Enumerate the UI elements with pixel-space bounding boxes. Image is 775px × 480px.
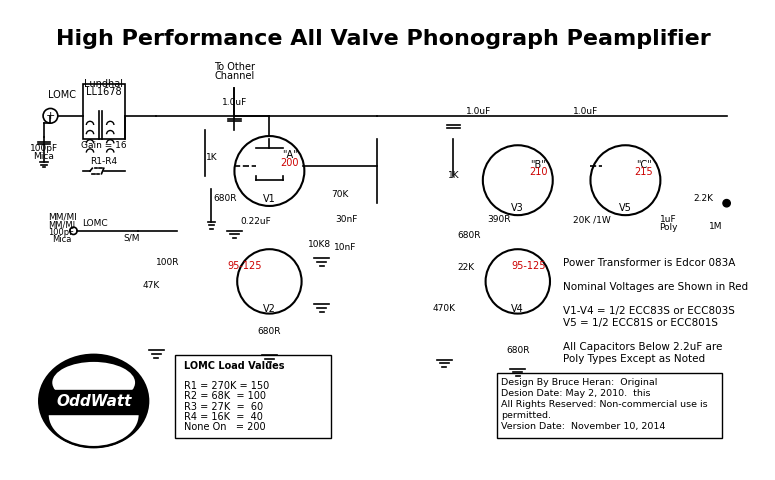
Text: 10K8: 10K8 [308, 240, 332, 249]
Text: 1K: 1K [205, 153, 217, 162]
Text: "A": "A" [282, 150, 298, 160]
Bar [83, 84, 125, 139]
Text: R2 = 68K  = 100: R2 = 68K = 100 [184, 391, 266, 401]
Text: V1: V1 [263, 193, 276, 204]
Text: 1.0uF: 1.0uF [574, 107, 598, 116]
Text: All Rights Reserved: Non-commercial use is: All Rights Reserved: Non-commercial use … [501, 400, 708, 409]
Text: 1.0uF: 1.0uF [222, 97, 247, 107]
Bar [43, 390, 144, 414]
Text: "C": "C" [636, 159, 652, 169]
Text: 100pF: 100pF [30, 144, 58, 153]
Text: Lundhal: Lundhal [84, 79, 123, 89]
Text: 70K: 70K [332, 190, 349, 199]
Text: permitted.: permitted. [501, 411, 551, 420]
Text: 1M: 1M [709, 222, 722, 231]
Text: OddWatt: OddWatt [56, 395, 132, 409]
Text: None On   = 200: None On = 200 [184, 422, 266, 432]
Text: 210: 210 [529, 167, 547, 177]
Text: To Other: To Other [214, 62, 255, 72]
Text: 390R: 390R [487, 215, 512, 224]
Text: 200: 200 [281, 158, 299, 168]
Text: +: + [46, 111, 55, 121]
Text: V3: V3 [512, 203, 524, 213]
Text: Poly: Poly [660, 223, 678, 232]
Text: 47K: 47K [143, 281, 160, 290]
Text: 2.2K: 2.2K [694, 194, 714, 203]
Text: 680R: 680R [506, 346, 529, 355]
Text: 470K: 470K [432, 304, 456, 313]
Text: 95-125: 95-125 [512, 261, 546, 271]
Text: 20K /1W: 20K /1W [574, 215, 611, 224]
Circle shape [723, 200, 730, 207]
Text: S/M: S/M [123, 234, 140, 243]
Text: Gain = 16: Gain = 16 [81, 141, 126, 150]
Text: V2: V2 [263, 304, 276, 314]
Text: R4 = 16K  =  40: R4 = 16K = 40 [184, 412, 263, 421]
Text: Poly Types Except as Noted: Poly Types Except as Noted [563, 354, 705, 364]
Text: R1 = 270K = 150: R1 = 270K = 150 [184, 381, 269, 391]
Text: 100pF: 100pF [49, 228, 74, 237]
Text: Power Transformer is Edcor 083A: Power Transformer is Edcor 083A [563, 258, 735, 268]
Text: Version Date:  November 10, 2014: Version Date: November 10, 2014 [501, 422, 666, 431]
Text: R1-R4: R1-R4 [90, 157, 117, 166]
Text: 680R: 680R [213, 194, 237, 203]
Text: Design By Bruce Heran:  Original: Design By Bruce Heran: Original [501, 378, 658, 387]
Text: R3 = 27K  =  60: R3 = 27K = 60 [184, 401, 263, 411]
Text: LOMC Load Values: LOMC Load Values [184, 361, 284, 371]
Text: 30nF: 30nF [336, 215, 358, 224]
Text: All Capacitors Below 2.2uF are: All Capacitors Below 2.2uF are [563, 342, 722, 352]
Text: MM/MI: MM/MI [48, 213, 77, 221]
Text: 1.0uF: 1.0uF [466, 107, 491, 116]
Text: V1-V4 = 1/2 ECC83S or ECC803S: V1-V4 = 1/2 ECC83S or ECC803S [563, 306, 735, 316]
Ellipse shape [52, 362, 135, 403]
Ellipse shape [48, 383, 140, 447]
Text: 680R: 680R [457, 231, 480, 240]
Text: LL1678: LL1678 [86, 87, 122, 97]
Bar [174, 355, 331, 438]
Text: MM/MI: MM/MI [48, 221, 75, 230]
Text: 1K: 1K [448, 171, 460, 180]
Text: V5 = 1/2 ECC81S or ECC801S: V5 = 1/2 ECC81S or ECC801S [563, 318, 718, 328]
Text: 0.22uF: 0.22uF [240, 217, 271, 226]
Text: 215: 215 [635, 167, 653, 177]
Text: 10nF: 10nF [334, 243, 356, 252]
Text: LOMC: LOMC [48, 90, 76, 100]
Text: Desion Date: May 2, 2010.  this: Desion Date: May 2, 2010. this [501, 389, 651, 398]
Text: 100R: 100R [156, 259, 179, 267]
Text: Mica: Mica [52, 236, 71, 244]
Ellipse shape [40, 355, 148, 447]
Text: 680R: 680R [257, 327, 281, 336]
Text: Nominal Voltages are Shown in Red: Nominal Voltages are Shown in Red [563, 282, 748, 292]
Bar [497, 373, 722, 438]
Text: V4: V4 [512, 304, 524, 314]
Text: High Performance All Valve Phonograph Peamplifier: High Performance All Valve Phonograph Pe… [56, 29, 711, 49]
Text: "B": "B" [530, 159, 546, 169]
Text: 22K: 22K [458, 263, 475, 272]
Text: 1uF: 1uF [660, 215, 677, 224]
Text: 95-125: 95-125 [227, 261, 262, 271]
Text: Mica: Mica [33, 152, 54, 161]
Text: V5: V5 [619, 203, 632, 213]
Text: Channel: Channel [215, 71, 254, 81]
Text: LOMC: LOMC [82, 219, 108, 228]
